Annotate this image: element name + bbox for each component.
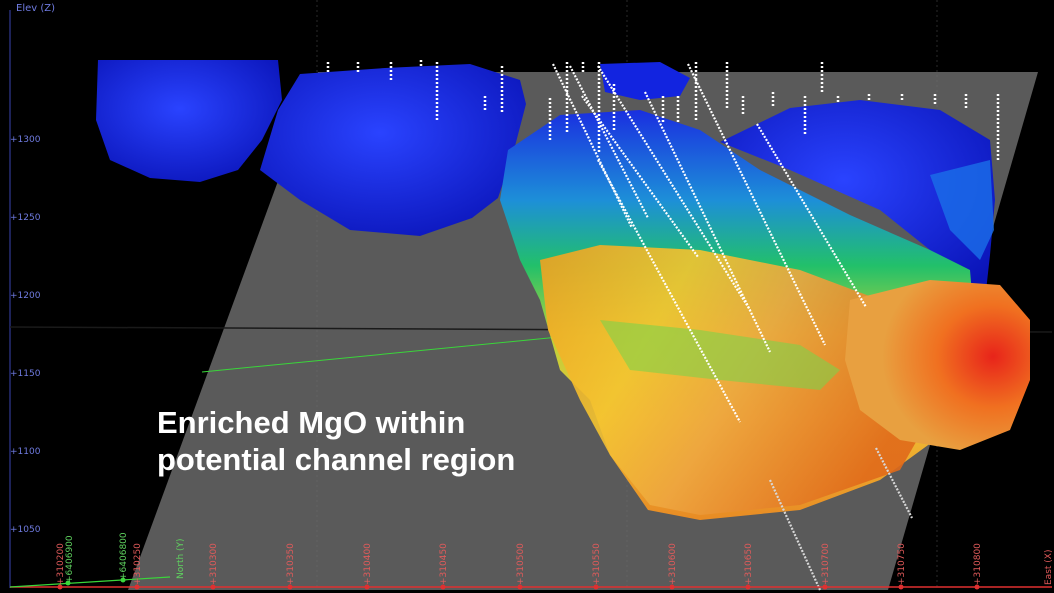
annotation-line-2: potential channel region	[157, 442, 516, 477]
north-tick-6406900: +6406900	[65, 535, 75, 583]
north-axis-line	[9, 576, 171, 588]
drillhole-traces[interactable]	[552, 63, 913, 591]
mgo-body-left[interactable]	[96, 60, 282, 182]
east-tick-310550: +310550	[592, 543, 602, 585]
east-tick-310250: +310250	[133, 543, 143, 585]
mgo-red-lobe[interactable]	[845, 280, 1030, 450]
mgo-body-right[interactable]	[720, 100, 995, 300]
east-tick-310600: +310600	[668, 543, 678, 585]
z-tick-1200: +1200	[10, 291, 41, 301]
north-axis-title: North (Y)	[176, 538, 186, 579]
z-tick-1050: +1050	[10, 525, 41, 535]
east-tick-310450: +310450	[439, 543, 449, 585]
z-tick-1150: +1150	[10, 369, 41, 379]
east-tick-310350: +310350	[286, 543, 296, 585]
mgo-body-top[interactable]	[600, 62, 690, 100]
east-tick-310800: +310800	[973, 543, 983, 585]
drillhole-collars[interactable]	[326, 60, 1000, 162]
east-tick-310700: +310700	[821, 543, 831, 585]
east-tick-310650: +310650	[744, 543, 754, 585]
east-tick-310750: +310750	[897, 543, 907, 585]
mgo-body-mid[interactable]	[260, 64, 526, 236]
annotation-label: Enriched MgO within potential channel re…	[157, 404, 627, 478]
z-tick-1250: +1250	[10, 213, 41, 223]
z-tick-1300: +1300	[10, 135, 41, 145]
east-axis-markers	[57, 584, 980, 590]
z-tick-1100: +1100	[10, 447, 41, 457]
z-axis-title: Elev (Z)	[16, 3, 55, 14]
east-tick-310500: +310500	[516, 543, 526, 585]
mgo-green-band	[600, 320, 840, 390]
north-axis-markers	[65, 577, 126, 586]
annotation-line-1: Enriched MgO within	[157, 405, 466, 440]
east-tick-310400: +310400	[363, 543, 373, 585]
north-tick-6406800: +6406800	[119, 532, 129, 580]
mgo-body-cyan-fringe	[930, 160, 994, 260]
east-axis-title: East (X)	[1044, 549, 1054, 585]
east-tick-310300: +310300	[209, 543, 219, 585]
